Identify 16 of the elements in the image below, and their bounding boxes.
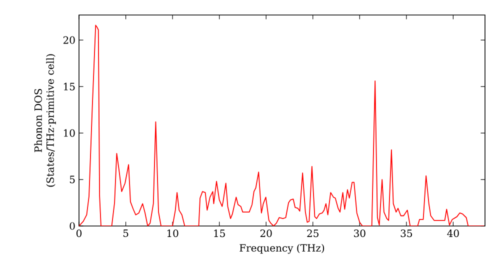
- y-tick-label: 5: [70, 176, 75, 184]
- y-axis-title: Phonon DOS (States/THz·primitive cell): [34, 54, 56, 187]
- x-tick-label: 30: [354, 230, 366, 238]
- x-tick-label: 35: [400, 230, 412, 238]
- x-tick-label: 0: [76, 230, 82, 238]
- y-tick-label: 0: [70, 222, 75, 230]
- x-tick-label: 40: [447, 230, 459, 238]
- y-tick-label: 15: [64, 82, 75, 90]
- y-tick-label: 20: [63, 36, 75, 44]
- x-tick-label: 25: [307, 230, 318, 238]
- x-tick-label: 20: [260, 230, 272, 238]
- x-tick-label: 15: [214, 230, 225, 238]
- x-tick-label: 10: [167, 230, 178, 238]
- x-tick-label: 5: [123, 230, 128, 237]
- x-axis-title: Frequency (THz): [240, 244, 324, 254]
- y-tick-label: 10: [64, 129, 75, 137]
